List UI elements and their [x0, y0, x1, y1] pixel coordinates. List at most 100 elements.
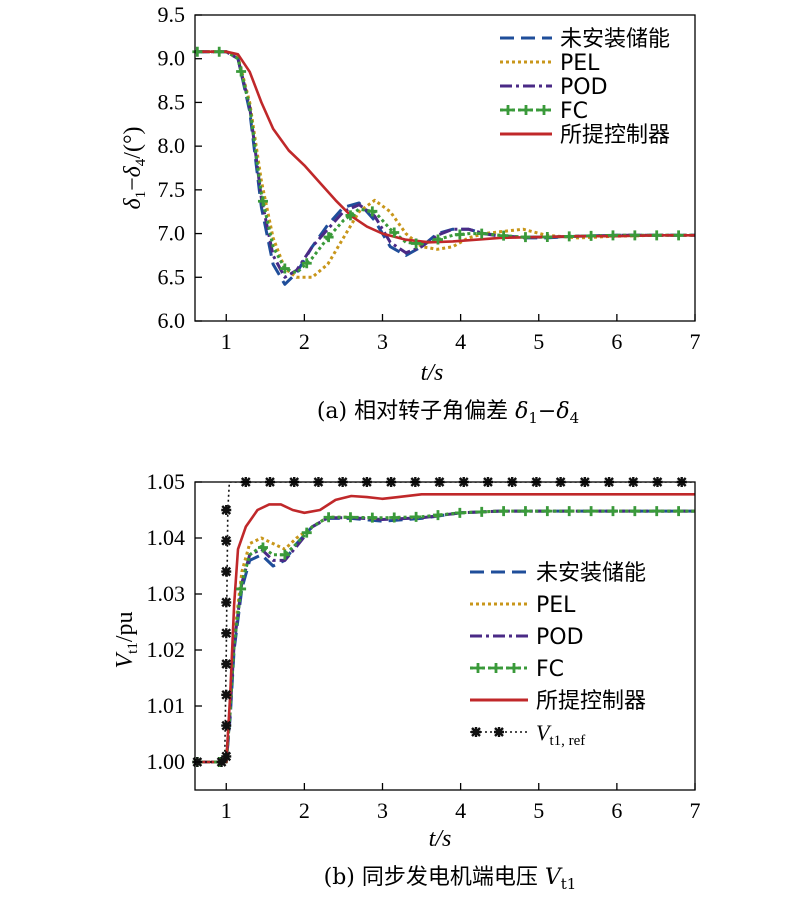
- ref-marker: [221, 659, 232, 669]
- fc-marker: [389, 512, 400, 523]
- series-line-3: [195, 509, 695, 764]
- x-tick-label: 3: [377, 798, 388, 823]
- x-tick-label: 7: [690, 798, 701, 823]
- fc-marker: [279, 549, 290, 560]
- legend-fc-marker: [503, 105, 513, 115]
- y-tick-label: 6.0: [158, 308, 186, 333]
- ref-marker: [221, 505, 232, 515]
- fc-marker: [586, 506, 597, 517]
- legend-fc-marker: [509, 663, 519, 673]
- fc-marker: [542, 232, 553, 243]
- legend-label-4: 所提控制器: [560, 123, 670, 148]
- y-tick-label: 6.5: [158, 264, 186, 289]
- x-tick-label: 3: [377, 329, 388, 354]
- fc-marker: [564, 231, 575, 242]
- legend-fc-marker: [491, 663, 501, 673]
- ref-marker: [221, 689, 232, 700]
- fc-marker: [629, 230, 640, 241]
- ref-marker: [221, 751, 232, 762]
- chart-a-x-axis-label: t/s: [421, 360, 444, 386]
- chart-a-tick-marks: [195, 14, 696, 322]
- x-tick-label: 1: [221, 329, 232, 354]
- chart-b-y-axis-label: Vt1/pu: [112, 611, 141, 668]
- legend-fc-marker: [521, 105, 531, 115]
- legend-label-2: POD: [560, 75, 608, 100]
- y-tick-label: 1.00: [147, 749, 186, 774]
- ref-marker: [216, 757, 227, 767]
- y-tick-label: 1.01: [147, 693, 186, 718]
- fc-marker: [389, 227, 400, 238]
- y-tick-label: 7.0: [158, 221, 186, 246]
- x-tick-label: 6: [611, 329, 622, 354]
- legend-label-2: POD: [536, 625, 584, 650]
- fc-marker: [257, 542, 268, 553]
- legend-ref-marker: [471, 727, 481, 737]
- series-line-2: [195, 509, 695, 764]
- legend-label-0: 未安装储能: [536, 561, 646, 586]
- legend-label-0: 未安装储能: [560, 27, 670, 52]
- chart-a-markers: [192, 46, 684, 274]
- fc-marker: [236, 66, 247, 77]
- fc-marker: [476, 228, 487, 239]
- fc-marker: [345, 512, 356, 523]
- x-tick-label: 5: [533, 329, 544, 354]
- y-tick-label: 9.0: [158, 46, 186, 71]
- legend-ref-marker: [494, 727, 504, 737]
- fc-marker: [257, 196, 268, 207]
- ref-marker: [221, 597, 232, 608]
- chart-b-tick-marks: [195, 481, 696, 790]
- x-tick-label: 1: [221, 798, 232, 823]
- fc-marker: [564, 506, 575, 517]
- series-line-5: [195, 482, 695, 763]
- y-tick-label: 9.5: [158, 2, 186, 27]
- legend-fc-marker: [539, 105, 549, 115]
- fc-marker: [301, 258, 312, 269]
- chart-a: 1 2 3 4 5 6 7 6.0 6.5 7.0 7.5 8.0 8.5 9.0 9.5 未安装储能PEL…: [120, 2, 701, 427]
- fc-marker: [673, 506, 684, 517]
- fc-marker: [323, 232, 334, 243]
- legend-label-5: Vt1, ref: [536, 720, 585, 749]
- x-tick-label: 2: [299, 798, 310, 823]
- fc-marker: [498, 230, 509, 241]
- ref-marker: [221, 720, 232, 731]
- x-tick-label: 7: [690, 329, 701, 354]
- fc-marker: [454, 507, 465, 518]
- fc-marker: [367, 206, 378, 217]
- chart-b-tick-labels: 1 2 3 4 5 6 7 1.00 1.01 1.02 1.03 1.04 1.05: [147, 469, 701, 823]
- ref-marker: [221, 566, 232, 577]
- series-line-2: [195, 50, 695, 279]
- y-tick-label: 1.03: [147, 581, 186, 606]
- fc-marker: [301, 527, 312, 538]
- y-tick-label: 1.02: [147, 637, 186, 662]
- chart-a-frame: [194, 14, 696, 322]
- fc-marker: [192, 46, 203, 57]
- x-tick-label: 5: [533, 798, 544, 823]
- y-tick-label: 7.5: [158, 177, 186, 202]
- fc-marker: [411, 511, 422, 522]
- chart-a-tick-labels: 1 2 3 4 5 6 7 6.0 6.5 7.0 7.5 8.0 8.5 9.0 9.5: [158, 2, 701, 354]
- fc-marker: [498, 506, 509, 517]
- chart-b-markers: [192, 477, 687, 767]
- x-tick-label: 2: [299, 329, 310, 354]
- series-line-3: [195, 50, 695, 275]
- fc-marker: [520, 232, 531, 243]
- fc-marker: [279, 263, 290, 274]
- fc-marker: [520, 506, 531, 517]
- y-tick-label: 8.0: [158, 133, 186, 158]
- chart-b-x-axis-label: t/s: [429, 826, 452, 852]
- legend-label-1: PEL: [536, 593, 576, 618]
- chart-b-plot-lines: [195, 482, 695, 764]
- ref-marker: [221, 628, 232, 639]
- fc-marker: [607, 230, 618, 241]
- fc-marker: [586, 230, 597, 241]
- fc-marker: [476, 506, 487, 517]
- fc-marker: [629, 506, 640, 517]
- legend-label-4: 所提控制器: [536, 689, 646, 714]
- chart-b: 1 2 3 4 5 6 7 1.00 1.01 1.02 1.03 1.04 1.05 未安装储能 PEL…: [112, 469, 701, 893]
- fc-marker: [542, 506, 553, 517]
- y-tick-label: 1.04: [147, 525, 186, 550]
- ref-marker: [221, 535, 232, 546]
- chart-b-caption: (b) 同步发电机端电压 Vt1: [324, 865, 577, 893]
- series-line-0: [195, 50, 695, 286]
